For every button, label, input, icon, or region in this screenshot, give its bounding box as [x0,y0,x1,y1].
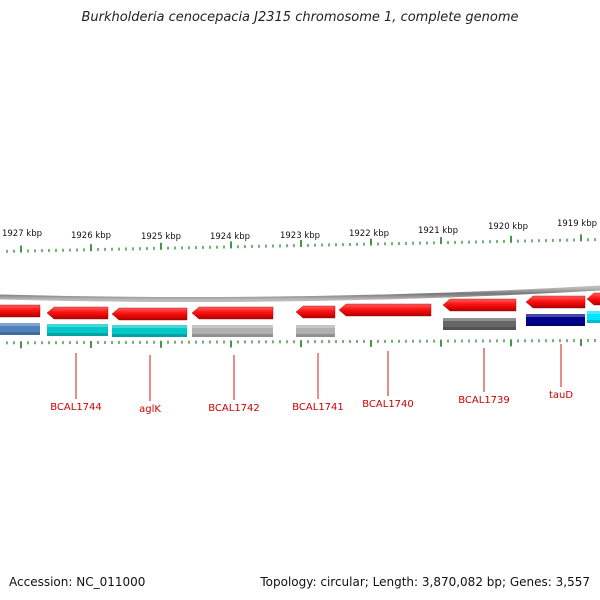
cds-arrow [191,306,274,320]
cds-arrow [338,303,432,317]
gene-label: BCAL1742 [208,403,260,414]
gene-block [47,324,108,336]
gene-block [112,325,187,337]
gene-block-edge [587,311,600,323]
cds-arrow [295,305,336,319]
axis-label: 1927 kbp [2,229,42,239]
axis-label: 1921 kbp [418,226,458,236]
gene-block [526,314,585,326]
genome-summary-text: Topology: circular; Length: 3,870,082 bp… [260,575,590,589]
axis-label: 1925 kbp [141,232,181,242]
gene-label: aglK [139,404,161,415]
accession-text: Accession: NC_011000 [9,575,146,589]
cds-arrow [525,295,586,309]
gene-label: BCAL1739 [458,395,510,406]
axis-label: 1924 kbp [210,232,250,242]
axis-label: 1919 kbp [557,219,597,229]
gene-features [0,292,600,337]
genome-title: Burkholderia cenocepacia J2315 chromosom… [81,10,519,25]
axis-label: 1920 kbp [488,222,528,232]
axis-ticks [6,234,596,349]
gene-block-edge [0,323,40,335]
cds-arrow [586,292,600,306]
gene-label: BCAL1740 [362,399,414,410]
gene-label: BCAL1741 [292,402,344,413]
axis-label: 1926 kbp [71,231,111,241]
genome-backbone [0,285,600,303]
axis-labels: 1927 kbp 1926 kbp 1925 kbp 1924 kbp 1923 kbp… [2,219,597,242]
axis-label: 1922 kbp [349,229,389,239]
cds-arrow [111,307,188,321]
gene-label: tauD [549,390,573,401]
cds-arrow [0,304,41,318]
cds-arrow [46,306,109,320]
gene-block [192,325,273,337]
gene-block [296,325,335,337]
gene-block [443,318,516,330]
cds-arrow [442,298,517,312]
gene-labels: BCAL1744 aglK BCAL1742 BCAL1741 BCAL1740 BCAL… [50,344,573,415]
gene-label: BCAL1744 [50,402,102,413]
axis-label: 1923 kbp [280,231,320,241]
